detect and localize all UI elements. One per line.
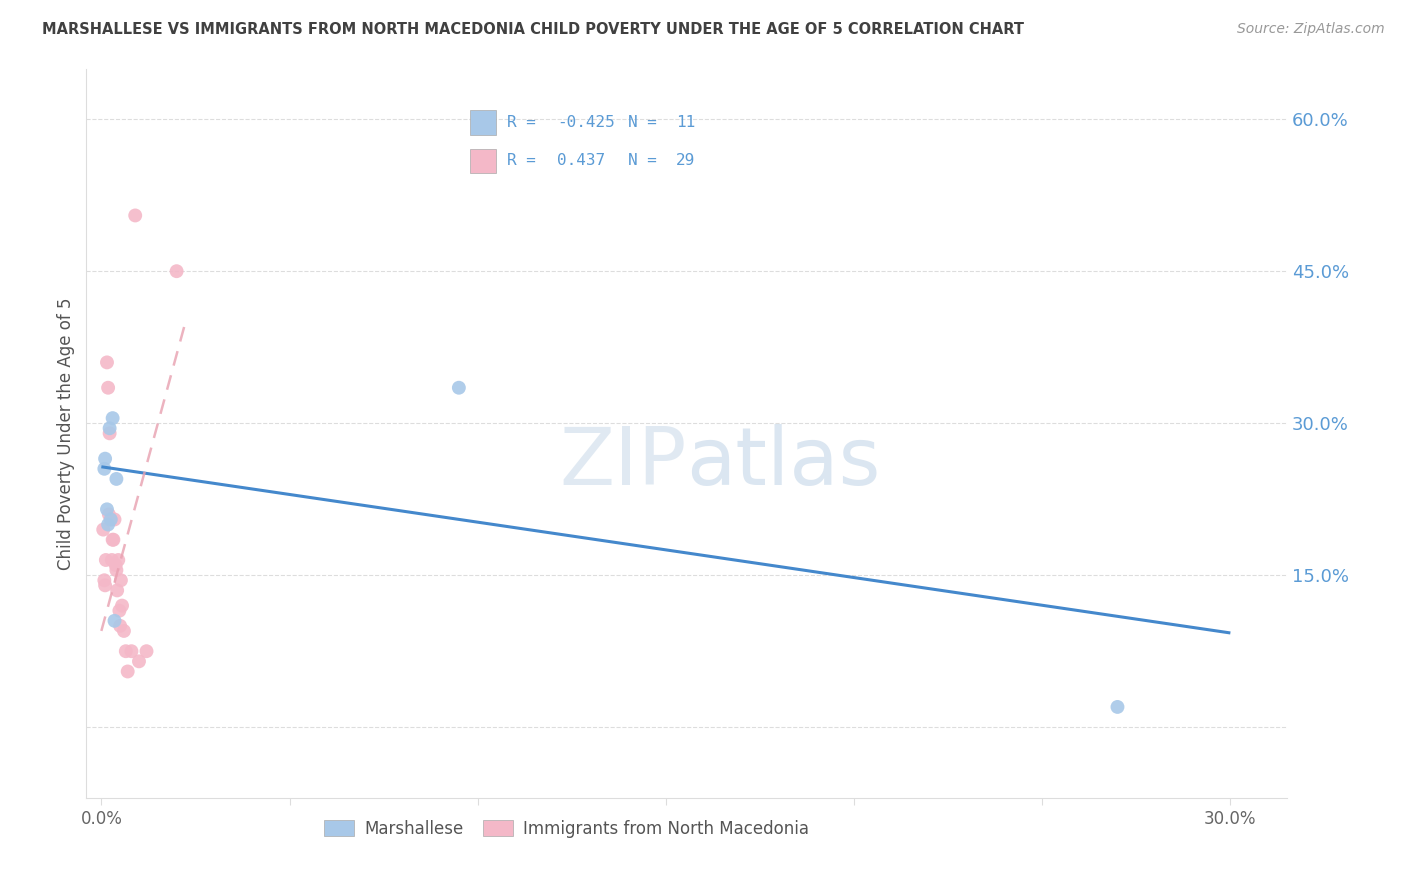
Point xyxy=(103,533,125,547)
Point xyxy=(166,264,188,278)
Point xyxy=(93,574,115,588)
Text: MARSHALLESE VS IMMIGRANTS FROM NORTH MACEDONIA CHILD POVERTY UNDER THE AGE OF 5 : MARSHALLESE VS IMMIGRANTS FROM NORTH MAC… xyxy=(42,22,1024,37)
Point xyxy=(97,517,120,532)
Point xyxy=(98,426,121,441)
Point xyxy=(447,381,470,395)
Point xyxy=(124,209,146,223)
Point xyxy=(103,512,125,526)
Point xyxy=(105,583,128,598)
Point xyxy=(108,604,131,618)
Point xyxy=(94,578,117,592)
Point xyxy=(93,462,115,476)
Point xyxy=(104,558,127,572)
Point xyxy=(111,599,134,613)
Point xyxy=(101,411,124,425)
Point xyxy=(100,512,122,526)
Point xyxy=(108,619,131,633)
Point xyxy=(120,644,142,658)
Point xyxy=(128,654,150,668)
Text: ZIP: ZIP xyxy=(560,424,686,501)
Point xyxy=(103,614,125,628)
Text: atlas: atlas xyxy=(686,424,882,501)
Point xyxy=(100,512,122,526)
Point xyxy=(1107,700,1129,714)
Y-axis label: Child Poverty Under the Age of 5: Child Poverty Under the Age of 5 xyxy=(58,297,75,570)
Point xyxy=(96,355,118,369)
Point xyxy=(105,563,128,577)
Point xyxy=(97,508,120,522)
Point xyxy=(97,381,120,395)
Point xyxy=(107,553,129,567)
Point xyxy=(94,553,117,567)
Legend: Marshallese, Immigrants from North Macedonia: Marshallese, Immigrants from North Maced… xyxy=(318,814,815,845)
Point xyxy=(96,502,118,516)
Point xyxy=(112,624,135,638)
Point xyxy=(135,644,157,658)
Text: Source: ZipAtlas.com: Source: ZipAtlas.com xyxy=(1237,22,1385,37)
Point xyxy=(117,665,139,679)
Point xyxy=(114,644,136,658)
Point xyxy=(101,553,124,567)
Point xyxy=(105,472,128,486)
Point xyxy=(98,421,121,435)
Point xyxy=(94,451,117,466)
Point xyxy=(101,533,124,547)
Point xyxy=(91,523,114,537)
Point xyxy=(110,574,132,588)
